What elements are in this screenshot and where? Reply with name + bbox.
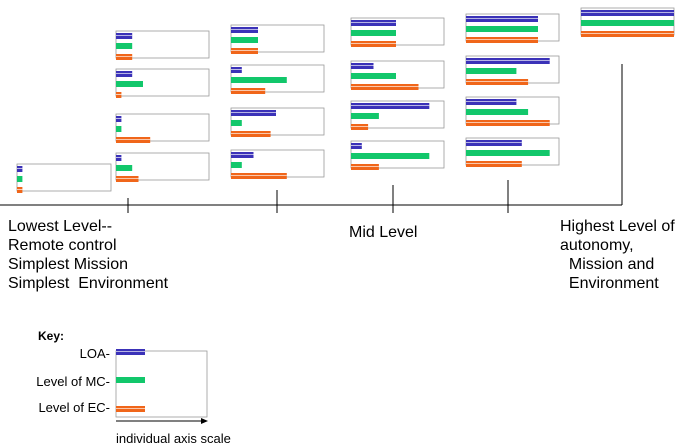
bar-mc-c5-0 xyxy=(581,20,674,26)
bar-ec-c3-3 xyxy=(351,164,379,170)
bar-ec-c4-0 xyxy=(466,37,538,43)
lowest-level-label: Lowest Level-- Remote control Simplest M… xyxy=(8,218,169,292)
bar-mc-c3-1 xyxy=(351,73,396,79)
bar-loa-c4-0 xyxy=(466,16,538,22)
key-scale-label: individual axis scale xyxy=(116,431,231,446)
bar-mc-c1-3 xyxy=(116,165,133,171)
bar-loa-c1-0 xyxy=(116,33,133,39)
bar-loa-c4-3 xyxy=(466,140,522,146)
key-scale-arrowhead xyxy=(201,418,208,424)
bar-ec-c0-0 xyxy=(17,187,23,193)
bar-mc-c3-0 xyxy=(351,30,396,36)
bar-ec-c3-0 xyxy=(351,41,396,47)
bar-mc-c4-3 xyxy=(466,150,550,156)
bar-ec-c2-2 xyxy=(231,131,271,137)
bar-mc-c2-1 xyxy=(231,77,287,83)
key-bar-loa xyxy=(116,349,145,355)
key-box xyxy=(115,350,208,418)
bar-ec-c2-0 xyxy=(231,48,258,54)
key-bar-mc xyxy=(116,377,145,383)
bar-loa-c3-1 xyxy=(351,63,374,69)
bar-loa-c2-3 xyxy=(231,152,254,158)
bar-ec-c5-0 xyxy=(581,31,674,37)
bar-loa-c1-3 xyxy=(116,155,122,161)
profile-box-c0-0 xyxy=(16,163,112,192)
bar-ec-c2-3 xyxy=(231,173,287,179)
bar-mc-c1-1 xyxy=(116,81,143,87)
bar-ec-c1-2 xyxy=(116,137,151,143)
bar-loa-c3-3 xyxy=(351,143,362,149)
bar-loa-c2-0 xyxy=(231,27,258,33)
highest-level-label: Highest Level of autonomy, Mission and E… xyxy=(560,218,675,292)
bar-mc-c3-2 xyxy=(351,113,379,119)
bar-ec-c1-0 xyxy=(116,54,133,60)
bar-mc-c4-2 xyxy=(466,109,529,115)
bar-loa-c0-0 xyxy=(17,166,23,172)
bar-mc-c2-3 xyxy=(231,162,242,168)
bar-ec-c3-1 xyxy=(351,84,419,90)
bar-mc-c2-2 xyxy=(231,120,242,126)
bar-ec-c2-1 xyxy=(231,88,266,94)
bar-mc-c2-0 xyxy=(231,37,258,43)
bar-mc-c1-2 xyxy=(116,126,122,132)
bar-mc-c0-0 xyxy=(17,176,23,182)
mid-level-label: Mid Level xyxy=(349,224,418,241)
key-loa-label: LOA- xyxy=(79,346,110,361)
bar-loa-c1-2 xyxy=(116,116,122,122)
key-bar-ec xyxy=(116,406,145,412)
bar-mc-c3-3 xyxy=(351,153,430,159)
bar-ec-c4-3 xyxy=(466,161,522,167)
bar-mc-c4-1 xyxy=(466,68,517,74)
bar-loa-c3-2 xyxy=(351,103,430,109)
bar-loa-c2-2 xyxy=(231,110,276,116)
profile-box-c1-2 xyxy=(115,113,210,142)
bar-loa-c5-0 xyxy=(581,10,674,16)
bar-mc-c1-0 xyxy=(116,43,133,49)
bar-loa-c4-2 xyxy=(466,99,517,105)
key-title: Key: xyxy=(38,329,65,343)
bar-ec-c3-2 xyxy=(351,124,369,130)
bar-loa-c4-1 xyxy=(466,58,550,64)
bar-loa-c1-1 xyxy=(116,71,133,77)
bar-ec-c1-3 xyxy=(116,176,139,182)
bar-loa-c3-0 xyxy=(351,20,396,26)
bar-ec-c1-1 xyxy=(116,92,122,98)
bar-ec-c4-1 xyxy=(466,79,529,85)
bar-ec-c4-2 xyxy=(466,120,550,126)
bar-loa-c2-1 xyxy=(231,67,242,73)
bar-mc-c4-0 xyxy=(466,26,538,32)
key-ec-label: Level of EC- xyxy=(38,400,110,415)
key-mc-label: Level of MC- xyxy=(36,374,110,389)
